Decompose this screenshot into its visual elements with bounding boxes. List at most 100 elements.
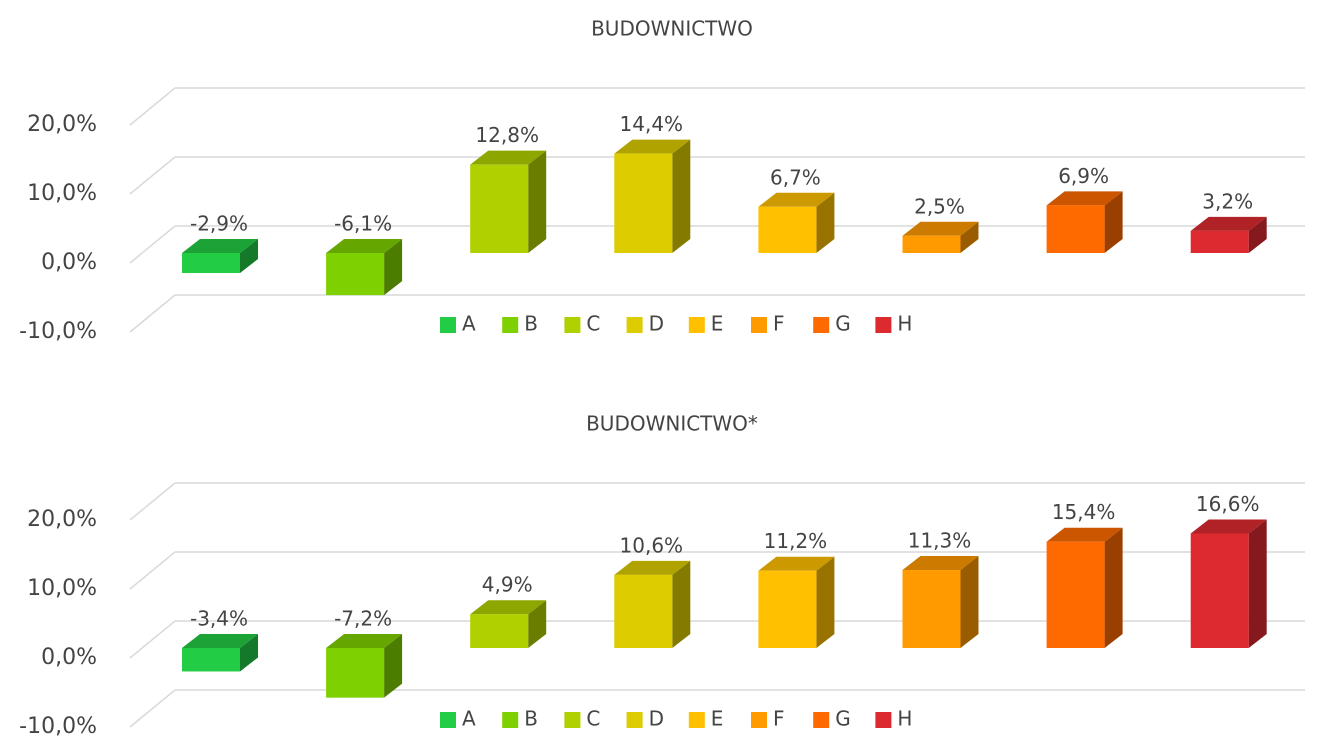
- chart-title: BUDOWNICTWO: [591, 17, 753, 41]
- legend-label: B: [524, 312, 538, 336]
- legend-swatch: [626, 712, 643, 728]
- legend-label: D: [649, 312, 664, 336]
- bar-top: [1046, 527, 1123, 542]
- legend-swatch: [688, 317, 705, 333]
- grid-line: [129, 87, 1305, 126]
- legend-label: A: [462, 707, 476, 731]
- bar: [470, 614, 529, 648]
- data-label: 10,6%: [620, 533, 684, 557]
- data-label: -2,9%: [190, 212, 248, 236]
- bar: [614, 153, 673, 253]
- y-tick-label: 10,0%: [27, 181, 97, 206]
- y-tick-label: -10,0%: [19, 714, 97, 739]
- grid-line: [129, 620, 1305, 659]
- bar-side: [816, 556, 835, 648]
- bar-top: [758, 192, 835, 207]
- y-tick-label: 20,0%: [27, 507, 97, 532]
- data-label: -3,4%: [190, 607, 248, 631]
- data-label: 6,9%: [1058, 164, 1109, 188]
- bar-side: [960, 221, 979, 253]
- data-label: 4,9%: [482, 573, 533, 597]
- data-label: 3,2%: [1202, 189, 1253, 213]
- legend-swatch: [813, 317, 830, 333]
- data-label: 11,2%: [764, 529, 828, 553]
- bar-side: [672, 139, 691, 253]
- bar-side: [240, 239, 258, 274]
- data-label: -7,2%: [334, 607, 392, 631]
- legend-swatch: [440, 712, 456, 728]
- legend-label: A: [462, 312, 476, 336]
- bar-top: [326, 634, 403, 648]
- legend-label: E: [711, 707, 724, 731]
- data-label: 2,5%: [914, 194, 965, 218]
- bar-top: [758, 556, 835, 571]
- legend-swatch: [813, 712, 830, 728]
- grid-line: [129, 225, 1305, 264]
- grid-line: [129, 482, 1305, 521]
- bar: [902, 235, 961, 253]
- bar: [182, 253, 240, 274]
- bar-top: [902, 221, 979, 236]
- bar-side: [1248, 519, 1267, 648]
- bar-top: [182, 239, 258, 253]
- legend-label: E: [711, 312, 724, 336]
- legend-label: H: [897, 707, 912, 731]
- bar-side: [1248, 216, 1267, 253]
- legend-label: C: [586, 312, 600, 336]
- data-label: 15,4%: [1052, 500, 1116, 524]
- bar-side: [528, 150, 547, 253]
- y-tick-label: 20,0%: [27, 112, 97, 137]
- bar: [614, 574, 673, 648]
- legend-label: B: [524, 707, 538, 731]
- bar-top: [902, 556, 979, 571]
- legend-swatch: [440, 317, 456, 333]
- legend-swatch: [751, 712, 767, 728]
- legend-label: H: [897, 312, 912, 336]
- bar-top: [182, 634, 258, 648]
- bar-side: [240, 634, 258, 672]
- bar: [758, 206, 817, 253]
- legend-swatch: [502, 712, 519, 728]
- data-label: 14,4%: [620, 112, 684, 136]
- bar-side: [816, 192, 835, 253]
- data-label: 16,6%: [1196, 492, 1260, 516]
- legend-swatch: [626, 317, 643, 333]
- bar-top: [1046, 191, 1123, 206]
- data-label: -6,1%: [334, 212, 392, 236]
- grid-line: [129, 294, 1305, 333]
- legend-swatch: [564, 317, 581, 333]
- bar-top: [470, 150, 547, 165]
- bar: [758, 570, 817, 648]
- bar-side: [528, 600, 547, 648]
- legend-swatch: [875, 712, 892, 728]
- legend-label: F: [773, 312, 785, 336]
- bar: [1190, 533, 1249, 648]
- bar-side: [672, 560, 691, 648]
- legend-swatch: [688, 712, 705, 728]
- bar-top: [614, 139, 691, 154]
- bar-side: [384, 634, 403, 698]
- y-tick-label: 10,0%: [27, 576, 97, 601]
- bar: [326, 253, 385, 296]
- legend-label: C: [586, 707, 600, 731]
- y-tick-label: -10,0%: [19, 319, 97, 344]
- bar-top: [614, 560, 691, 575]
- bar-side: [960, 556, 979, 648]
- bar: [1046, 541, 1105, 648]
- data-label: 11,3%: [908, 529, 972, 553]
- chart-title: BUDOWNICTWO*: [586, 412, 758, 436]
- grid-line: [129, 156, 1305, 195]
- legend-swatch: [502, 317, 519, 333]
- bar-side: [1104, 527, 1123, 648]
- bar-side: [1104, 191, 1123, 253]
- bar-top: [1190, 216, 1267, 231]
- legend-label: F: [773, 707, 785, 731]
- bar: [326, 648, 385, 698]
- y-tick-label: 0,0%: [41, 645, 97, 670]
- legend-label: D: [649, 707, 664, 731]
- bar-top: [326, 239, 403, 253]
- bar: [182, 648, 240, 672]
- legend-label: G: [835, 312, 851, 336]
